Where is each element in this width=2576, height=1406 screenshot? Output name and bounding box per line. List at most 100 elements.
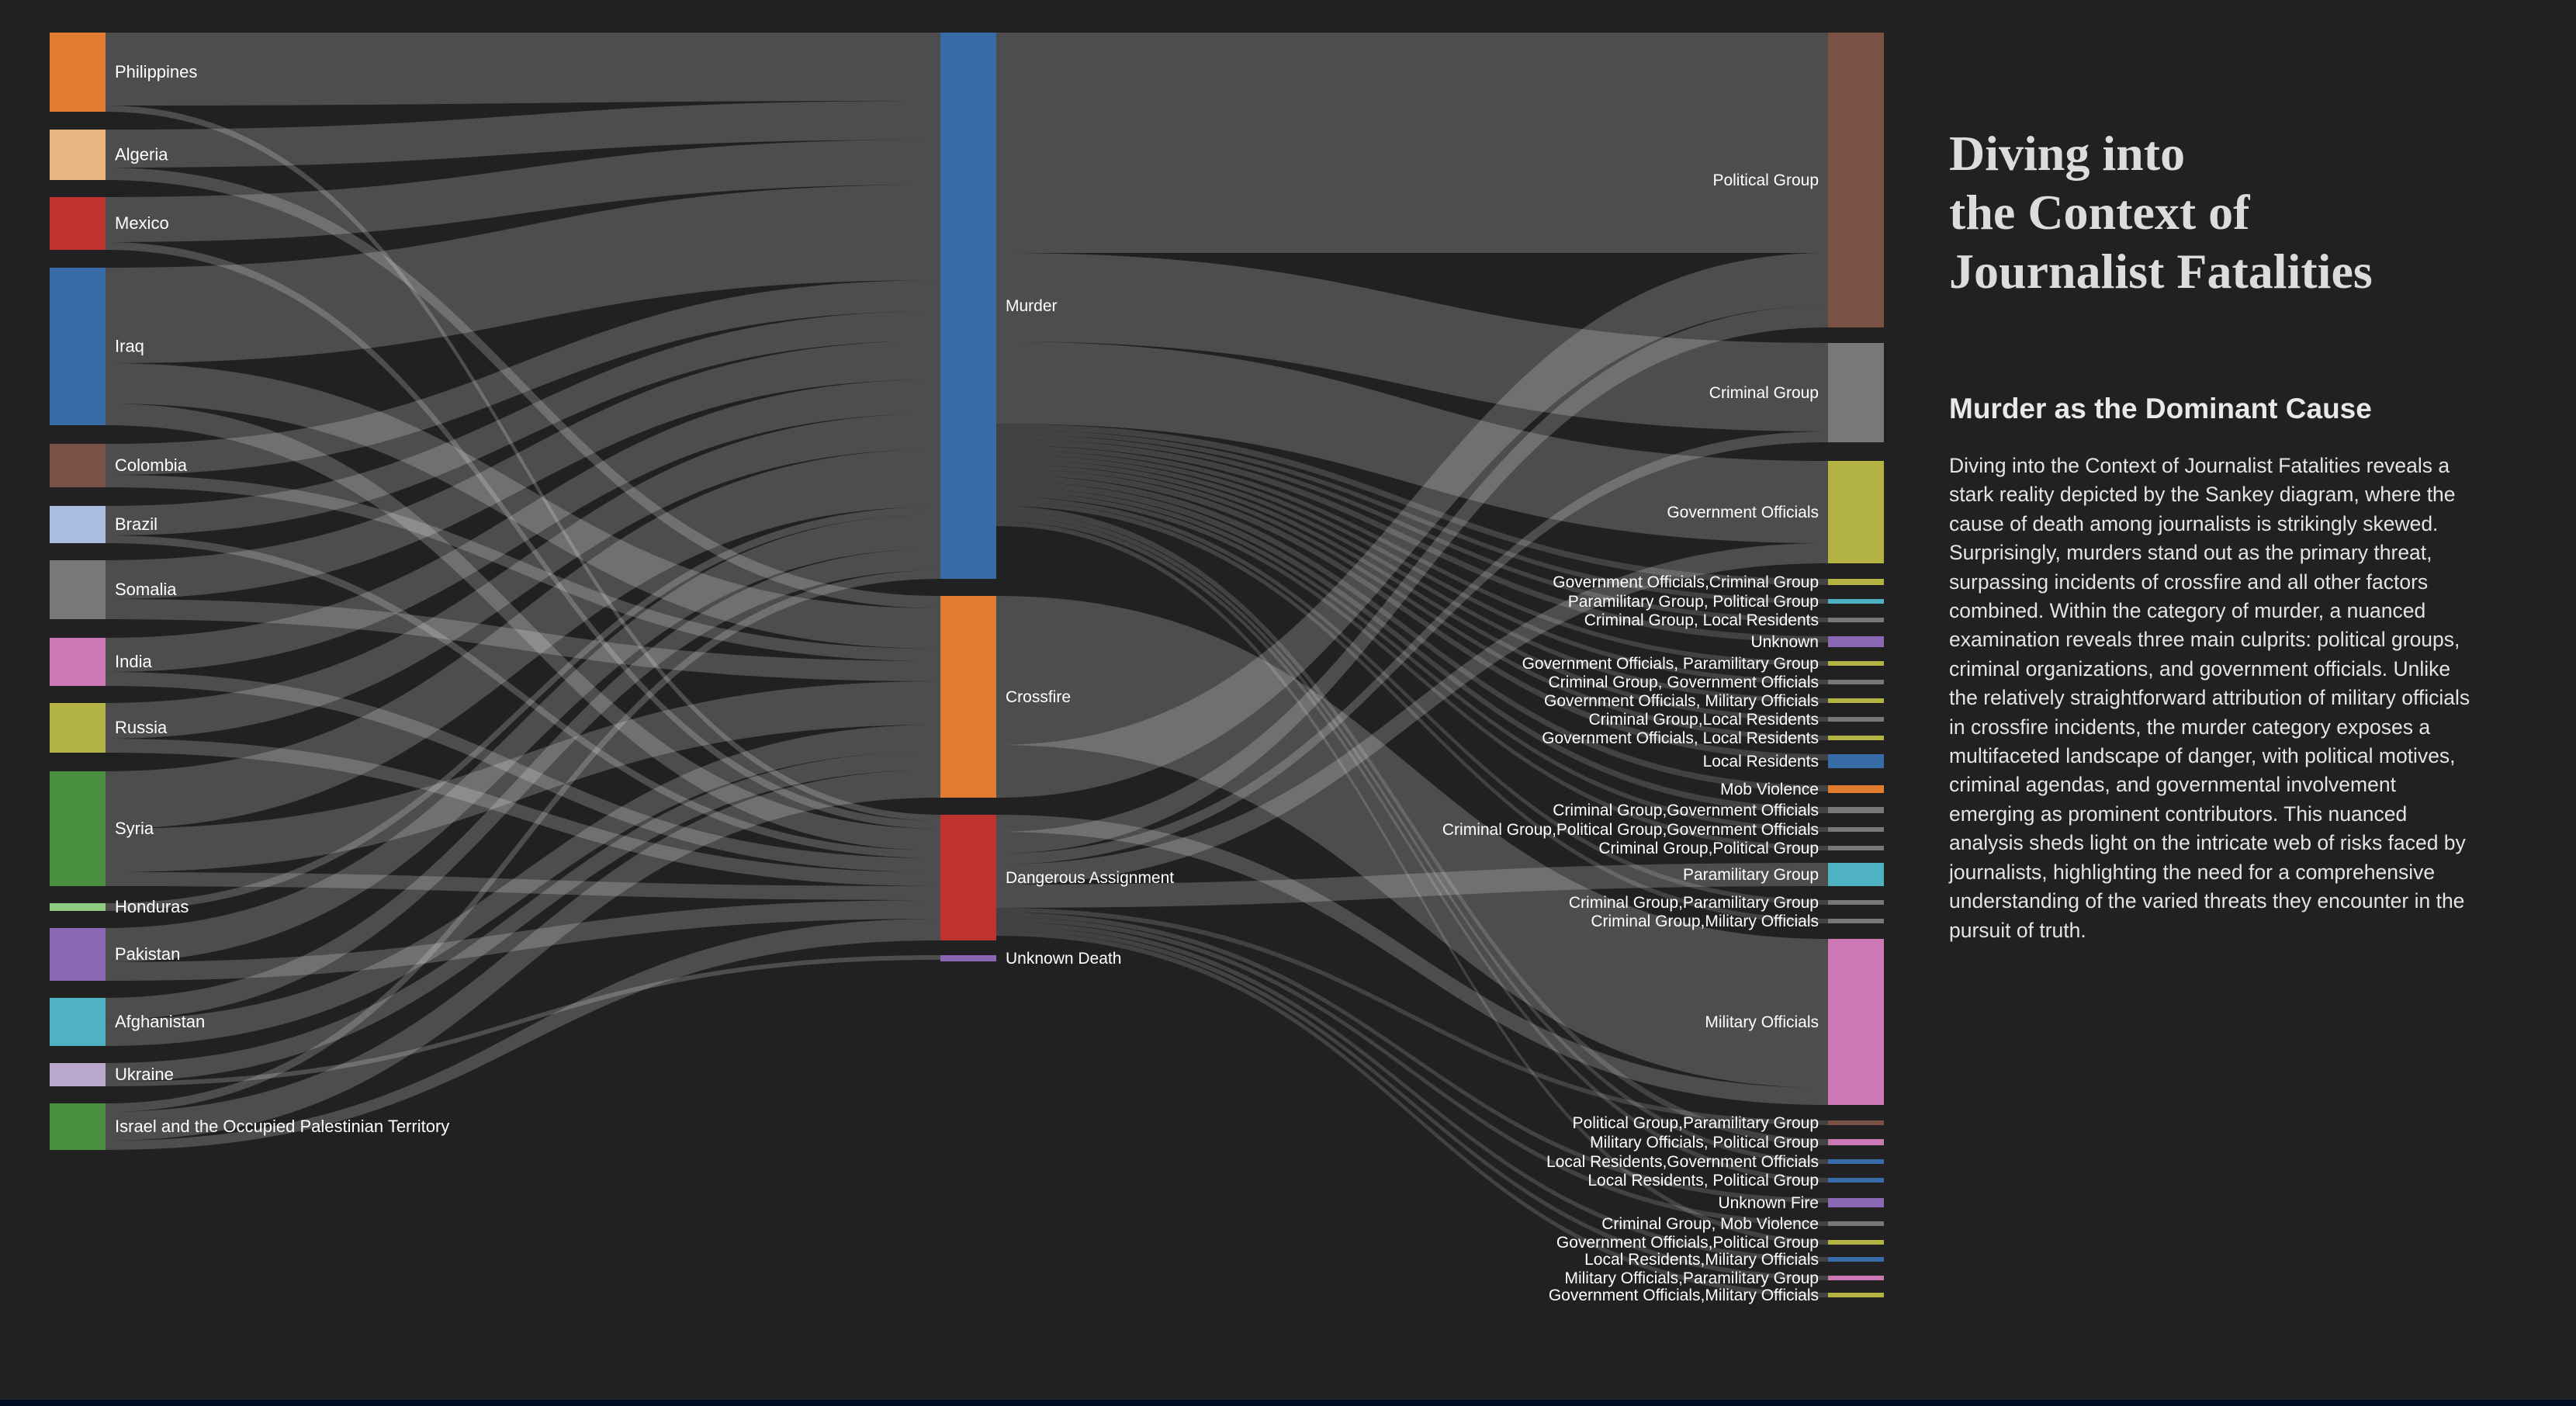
sankey-link — [996, 469, 1828, 760]
perpetrator-node-criminal-group-paramilitary-group[interactable] — [1828, 900, 1884, 905]
sankey-link — [996, 450, 1828, 684]
sankey-link — [996, 439, 1828, 642]
perpetrator-node-military-officials[interactable] — [1828, 939, 1884, 1105]
perpetrator-label-criminal-group-local-residents: Criminal Group, Local Residents — [1584, 611, 1819, 629]
story-subtitle: Murder as the Dominant Cause — [1949, 393, 2372, 424]
source-label-pakistan: Pakistan — [115, 944, 180, 964]
perpetrator-node-criminal-group-local-residents[interactable] — [1828, 717, 1884, 722]
source-node-russia[interactable] — [50, 703, 106, 753]
sankey-link — [106, 101, 940, 168]
sankey-link — [996, 926, 1828, 1280]
sankey-link — [106, 341, 940, 599]
sankey-link — [996, 506, 1828, 1145]
source-node-iraq[interactable] — [50, 268, 106, 425]
perpetrator-node-criminal-group-military-officials[interactable] — [1828, 919, 1884, 923]
cause-node-murder[interactable] — [940, 33, 996, 579]
perpetrator-node-government-officials[interactable] — [1828, 461, 1884, 563]
perpetrator-node-government-officials-political-group[interactable] — [1828, 1240, 1884, 1245]
perpetrator-label-unknown: Unknown — [1750, 633, 1819, 651]
perpetrator-node-criminal-group[interactable] — [1828, 343, 1884, 442]
source-node-honduras[interactable] — [50, 903, 106, 911]
sankey-link — [996, 913, 1828, 1203]
source-node-afghanistan[interactable] — [50, 998, 106, 1046]
sankey-link — [996, 431, 1828, 864]
sankey-link — [996, 908, 1828, 1125]
sankey-link — [106, 770, 940, 1141]
source-node-somalia[interactable] — [50, 560, 106, 619]
sankey-link — [106, 672, 940, 872]
perpetrator-label-criminal-group-government-officials: Criminal Group,Government Officials — [1553, 802, 1819, 819]
perpetrator-node-government-officials-local-residents[interactable] — [1828, 736, 1884, 740]
source-node-mexico[interactable] — [50, 197, 106, 250]
sankey-link — [996, 517, 1828, 1183]
cause-label-crossfire: Crossfire — [1006, 688, 1071, 706]
perpetrator-node-military-officials-paramilitary-group[interactable] — [1828, 1276, 1884, 1280]
perpetrator-node-local-residents-government-officials[interactable] — [1828, 1159, 1884, 1164]
perpetrator-node-military-officials-political-group[interactable] — [1828, 1139, 1884, 1145]
perpetrator-label-military-officials: Military Officials — [1705, 1013, 1819, 1031]
perpetrator-node-criminal-group-government-officials[interactable] — [1828, 680, 1884, 684]
source-node-ukraine[interactable] — [50, 1063, 106, 1086]
sankey-link — [106, 570, 940, 1112]
sankey-link — [106, 507, 940, 911]
sankey-link — [996, 815, 1828, 1105]
perpetrator-label-unknown-fire: Unknown Fire — [1718, 1194, 1819, 1212]
sankey-link — [106, 140, 940, 242]
source-node-india[interactable] — [50, 638, 106, 686]
perpetrator-node-criminal-group-local-residents[interactable] — [1828, 618, 1884, 622]
perpetrator-node-criminal-group-political-group-government-officials[interactable] — [1828, 827, 1884, 832]
perpetrator-label-local-residents-government-officials: Local Residents,Government Officials — [1546, 1153, 1819, 1171]
perpetrator-node-government-officials-military-officials[interactable] — [1828, 1293, 1884, 1297]
perpetrator-node-unknown-fire[interactable] — [1828, 1198, 1884, 1207]
perpetrator-node-criminal-group-government-officials[interactable] — [1828, 807, 1884, 813]
perpetrator-node-political-group-paramilitary-group[interactable] — [1828, 1120, 1884, 1125]
perpetrator-label-military-officials-political-group: Military Officials, Political Group — [1590, 1134, 1819, 1151]
perpetrator-node-political-group[interactable] — [1828, 33, 1884, 327]
sankey-link — [996, 492, 1828, 850]
source-label-honduras: Honduras — [115, 897, 189, 916]
perpetrator-label-government-officials-local-residents: Government Officials, Local Residents — [1542, 729, 1819, 747]
perpetrator-node-paramilitary-group[interactable] — [1828, 863, 1884, 886]
sankey-link — [996, 424, 1828, 585]
perpetrator-node-government-officials-military-officials[interactable] — [1828, 698, 1884, 703]
perpetrator-label-political-group: Political Group — [1712, 171, 1819, 189]
perpetrator-node-local-residents-political-group[interactable] — [1828, 1178, 1884, 1183]
perpetrator-node-criminal-group-mob-violence[interactable] — [1828, 1221, 1884, 1226]
story-title-line: the Context of — [1949, 185, 2250, 240]
perpetrator-node-local-residents[interactable] — [1828, 754, 1884, 768]
source-node-colombia[interactable] — [50, 444, 106, 487]
perpetrator-label-paramilitary-group-political-group: Paramilitary Group, Political Group — [1568, 593, 1819, 611]
cause-label-unknown-death: Unknown Death — [1006, 950, 1121, 968]
source-node-syria[interactable] — [50, 771, 106, 886]
source-node-brazil[interactable] — [50, 506, 106, 543]
sankey-link — [106, 449, 940, 829]
cause-node-dangerous-assignment[interactable] — [940, 815, 996, 940]
sankey-link — [996, 341, 1828, 543]
source-node-algeria[interactable] — [50, 130, 106, 180]
source-node-philippines[interactable] — [50, 33, 106, 112]
perpetrator-label-government-officials-political-group: Government Officials,Political Group — [1556, 1234, 1819, 1252]
cause-node-crossfire[interactable] — [940, 596, 996, 798]
cause-node-unknown-death[interactable] — [940, 955, 996, 961]
sankey-link — [996, 487, 1828, 832]
perpetrator-node-government-officials-paramilitary-group[interactable] — [1828, 661, 1884, 666]
sankey-link — [106, 106, 940, 821]
perpetrator-node-criminal-group-political-group[interactable] — [1828, 846, 1884, 850]
sankey-link — [106, 185, 940, 363]
sankey-link — [996, 253, 1828, 798]
source-node-israel-and-the-occupied-palestinian-territory[interactable] — [50, 1103, 106, 1150]
source-node-pakistan[interactable] — [50, 928, 106, 981]
sankey-nodes — [50, 33, 1884, 1297]
perpetrator-label-criminal-group-government-officials: Criminal Group, Government Officials — [1548, 674, 1819, 691]
source-label-brazil: Brazil — [115, 514, 158, 534]
story-title: Diving into the Context of Journalist Fa… — [1949, 124, 2484, 301]
perpetrator-node-government-officials-criminal-group[interactable] — [1828, 579, 1884, 585]
perpetrator-node-unknown[interactable] — [1828, 636, 1884, 647]
perpetrator-node-mob-violence[interactable] — [1828, 785, 1884, 793]
sankey-link — [106, 549, 940, 1020]
sankey-link — [996, 306, 1828, 854]
sankey-link — [106, 379, 940, 672]
perpetrator-node-local-residents-military-officials[interactable] — [1828, 1257, 1884, 1262]
story-sidebar: Diving into the Context of Journalist Fa… — [1949, 124, 2484, 945]
perpetrator-node-paramilitary-group-political-group[interactable] — [1828, 599, 1884, 604]
